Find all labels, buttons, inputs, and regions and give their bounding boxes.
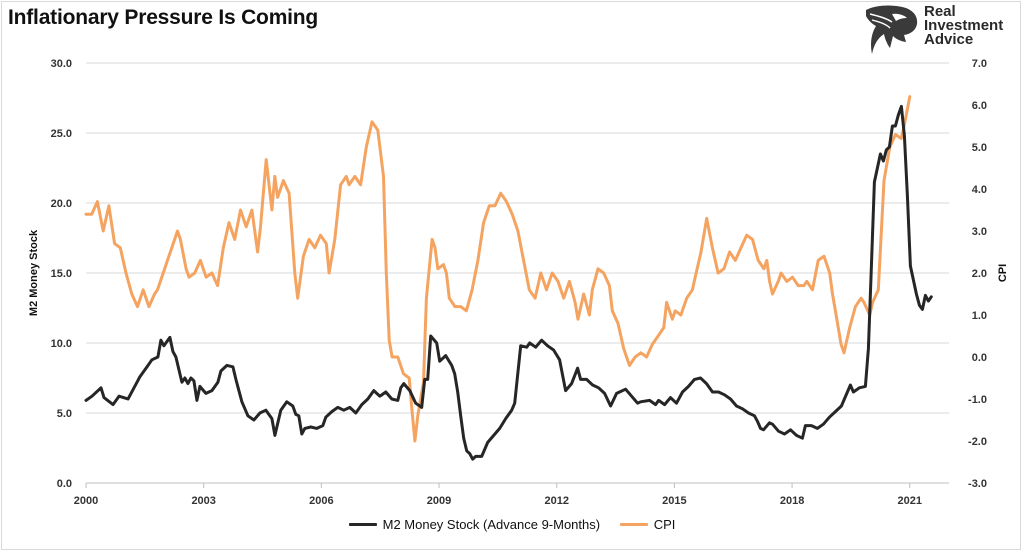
x-axis-ticks: 2000 2003 2006 2009 2012 2015 2018 2021 xyxy=(74,483,922,507)
logo-text: Real Investment Advice xyxy=(924,3,1004,48)
right-tick-label: 6.0 xyxy=(972,100,987,112)
x-tick-label: 2003 xyxy=(191,495,215,507)
brand-logo: Real Investment Advice xyxy=(862,4,1018,58)
left-axis-title: M2 Money Stock xyxy=(28,229,40,316)
right-tick-label: 5.0 xyxy=(972,142,987,154)
right-tick-label: 2.0 xyxy=(972,268,987,280)
right-tick-label: -2.0 xyxy=(968,436,987,448)
right-tick-label: 3.0 xyxy=(972,226,987,238)
right-tick-label: 1.0 xyxy=(972,310,987,322)
right-tick-label: 4.0 xyxy=(972,184,987,196)
legend-item-cpi: CPI xyxy=(619,517,676,532)
grid-lines xyxy=(86,62,949,414)
right-tick-label: 0.0 xyxy=(972,352,987,364)
x-tick-label: 2006 xyxy=(309,495,333,507)
right-axis-title: CPI xyxy=(997,264,1009,282)
right-axis-ticks: -3.0 -2.0 -1.0 0.0 1.0 2.0 3.0 4.0 5.0 6.0 7.0 xyxy=(968,58,987,490)
legend-item-m2: M2 Money Stock (Advance 9-Months) xyxy=(348,517,601,532)
legend-label-m2: M2 Money Stock (Advance 9-Months) xyxy=(382,517,601,532)
chart-legend: M2 Money Stock (Advance 9-Months) CPI xyxy=(0,514,1024,532)
left-axis-ticks: 0.0 5.0 10.0 15.0 20.0 25.0 30.0 xyxy=(51,58,72,490)
series-line-cpi xyxy=(84,95,912,443)
logo-line-real: Real xyxy=(924,3,956,20)
legend-swatch-cpi xyxy=(619,523,648,526)
x-tick-label: 2000 xyxy=(74,495,98,507)
legend-label-cpi: CPI xyxy=(653,517,676,532)
x-tick-label: 2009 xyxy=(427,495,451,507)
left-tick-label: 25.0 xyxy=(51,128,72,140)
chart-title: Inflationary Pressure Is Coming xyxy=(8,6,319,29)
left-tick-label: 10.0 xyxy=(51,338,72,350)
x-tick-label: 2021 xyxy=(898,495,922,507)
x-tick-label: 2015 xyxy=(662,495,686,507)
x-tick-label: 2012 xyxy=(544,495,568,507)
legend-swatch-m2 xyxy=(348,523,377,526)
left-tick-label: 0.0 xyxy=(57,478,72,490)
left-tick-label: 20.0 xyxy=(51,198,72,210)
series-line-m2-money-stock xyxy=(84,104,933,461)
left-tick-label: 30.0 xyxy=(51,58,72,70)
right-tick-label: 7.0 xyxy=(972,58,987,70)
logo-line-advice: Advice xyxy=(924,31,974,48)
x-tick-label: 2018 xyxy=(780,495,804,507)
left-tick-label: 5.0 xyxy=(57,408,72,420)
logo-line-investment: Investment xyxy=(924,17,1004,34)
left-tick-label: 15.0 xyxy=(51,268,72,280)
right-tick-label: -1.0 xyxy=(968,394,987,406)
right-tick-label: -3.0 xyxy=(968,478,987,490)
series-lines xyxy=(84,95,933,461)
eagle-logo-icon xyxy=(866,5,918,54)
